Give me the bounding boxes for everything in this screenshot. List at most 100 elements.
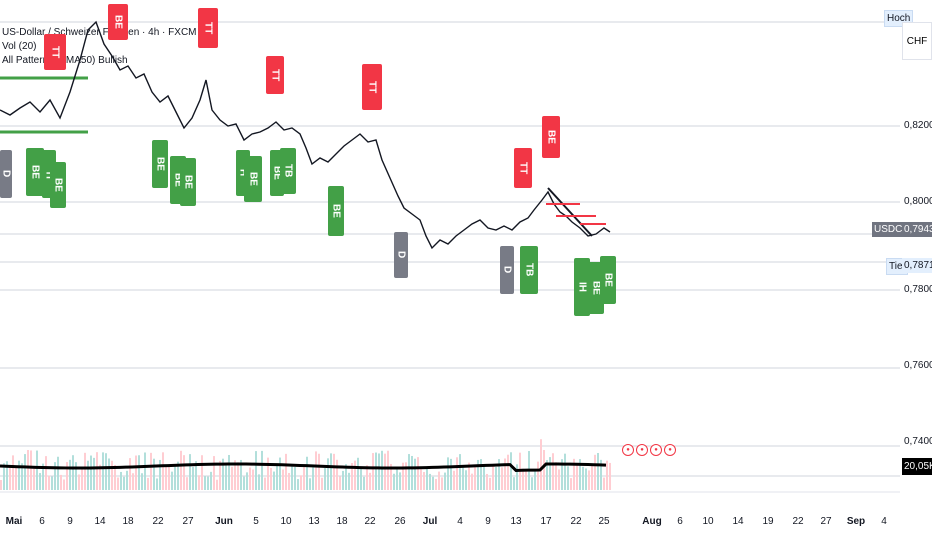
- volume-bar: [369, 472, 371, 490]
- pattern-label[interactable]: BE: [26, 148, 44, 196]
- volume-bar: [522, 468, 524, 490]
- volume-bar: [216, 479, 218, 490]
- volume-bar: [135, 455, 137, 490]
- volume-bar: [510, 452, 512, 490]
- pattern-label[interactable]: TB: [280, 148, 296, 194]
- volume-bar: [204, 476, 206, 490]
- pattern-label[interactable]: BE: [600, 256, 616, 304]
- volume-bar: [447, 457, 449, 490]
- pattern-label[interactable]: BE: [50, 162, 66, 208]
- time-tick: 14: [94, 516, 106, 527]
- volume-bar: [57, 456, 59, 490]
- volume-bar: [504, 458, 506, 490]
- eye-icon[interactable]: ●: [636, 444, 648, 456]
- volume-bar: [264, 477, 266, 490]
- pattern-label[interactable]: TT: [266, 56, 284, 94]
- time-tick: 9: [485, 516, 491, 527]
- pattern-label[interactable]: TB: [520, 246, 538, 294]
- volume-bar: [213, 456, 215, 490]
- volume-bar: [459, 454, 461, 490]
- pattern-label[interactable]: TT: [44, 34, 66, 70]
- indicator-icons[interactable]: ● ● ● ●: [622, 444, 676, 456]
- volume-legend[interactable]: Vol (20): [2, 41, 37, 52]
- volume-bar: [516, 464, 518, 490]
- time-tick: 27: [820, 516, 832, 527]
- volume-bar: [372, 453, 374, 490]
- time-tick: 9: [67, 516, 73, 527]
- pattern-label[interactable]: TT: [198, 8, 218, 48]
- volume-bar: [402, 462, 404, 490]
- pattern-label[interactable]: D: [500, 246, 514, 294]
- volume-bar: [90, 455, 92, 490]
- volume-bar: [501, 467, 503, 490]
- volume-bar: [222, 458, 224, 490]
- pattern-label[interactable]: IH: [574, 258, 590, 316]
- volume-bar: [189, 454, 191, 490]
- volume-bar: [438, 471, 440, 490]
- volume-bar: [228, 454, 230, 490]
- volume-bar: [399, 472, 401, 490]
- volume-bar: [210, 471, 212, 490]
- pattern-label[interactable]: BE: [180, 158, 196, 206]
- volume-bar: [165, 466, 167, 490]
- volume-bar: [384, 453, 386, 490]
- volume-bar: [36, 450, 38, 490]
- volume-bar: [480, 459, 482, 490]
- volume-bar: [462, 466, 464, 490]
- current-price-label: 0,79432: [902, 222, 932, 237]
- volume-bar: [126, 470, 128, 490]
- pattern-label[interactable]: TT: [362, 64, 382, 110]
- pattern-label[interactable]: D: [0, 150, 12, 198]
- volume-bar: [465, 470, 467, 490]
- time-tick: Mai: [5, 516, 23, 527]
- time-axis[interactable]: Mai 6 9 14 18 22 27 Jun 5 10 13 18 22 26 Jul 4 9 13 17 22 25…: [0, 510, 900, 550]
- volume-bar: [345, 464, 347, 490]
- volume-bar: [246, 472, 248, 490]
- volume-bar: [12, 455, 14, 490]
- pattern-label[interactable]: BE: [244, 156, 262, 202]
- pattern-label[interactable]: TT: [514, 148, 532, 188]
- symbol-legend[interactable]: US-Dollar / Schweizer Franken · 4h · FXC…: [2, 27, 197, 38]
- patterns-legend[interactable]: All Patterns (SMA50) Bullish: [2, 55, 128, 66]
- pattern-label[interactable]: D: [394, 232, 408, 278]
- volume-bar: [375, 452, 377, 490]
- pattern-label[interactable]: BE: [152, 140, 168, 188]
- time-tick: 22: [152, 516, 164, 527]
- pattern-label[interactable]: BE: [328, 186, 344, 236]
- time-tick: 10: [702, 516, 714, 527]
- volume-bar: [150, 452, 152, 490]
- pattern-label[interactable]: BE: [108, 4, 128, 40]
- volume-bar: [96, 452, 98, 490]
- volume-bar: [174, 464, 176, 490]
- eye-icon[interactable]: ●: [650, 444, 662, 456]
- volume-bar: [441, 477, 443, 490]
- time-tick: 4: [457, 516, 463, 527]
- volume-bar: [294, 466, 296, 490]
- eye-icon[interactable]: ●: [664, 444, 676, 456]
- volume-bar: [405, 462, 407, 490]
- volume-bar: [537, 461, 539, 490]
- volume-bar: [15, 466, 17, 490]
- volume-bar: [582, 466, 584, 490]
- volume-bar: [237, 462, 239, 490]
- time-tick: 22: [570, 516, 582, 527]
- currency-button[interactable]: CHF: [902, 22, 932, 60]
- pattern-label[interactable]: BE: [542, 116, 560, 158]
- volume-bar: [138, 455, 140, 490]
- volume-bar: [18, 460, 20, 490]
- volume-bar: [270, 467, 272, 490]
- volume-bar: [597, 453, 599, 490]
- volume-bar: [579, 459, 581, 490]
- volume-bar: [429, 473, 431, 490]
- volume-bar: [336, 459, 338, 490]
- time-tick: 18: [122, 516, 134, 527]
- volume-bar: [33, 467, 35, 490]
- eye-icon[interactable]: ●: [622, 444, 634, 456]
- volume-bar: [195, 461, 197, 490]
- volume-bar: [435, 478, 437, 490]
